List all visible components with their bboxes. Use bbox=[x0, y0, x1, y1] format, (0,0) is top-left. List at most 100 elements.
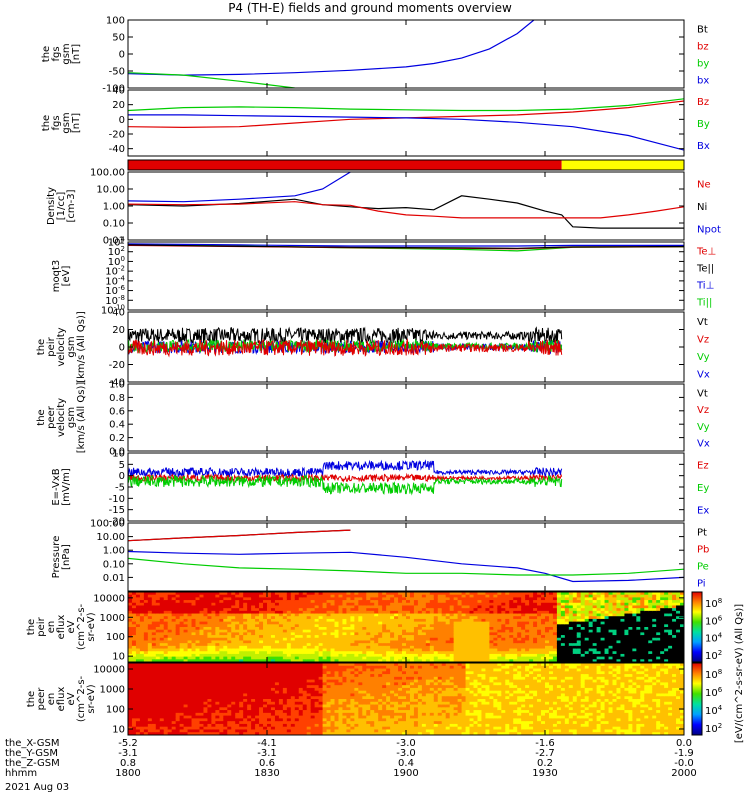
heatmap-cell bbox=[143, 594, 149, 598]
heatmap-cell bbox=[135, 679, 141, 683]
heatmap-cell bbox=[282, 721, 288, 725]
heatmap-cell bbox=[207, 656, 212, 660]
heatmap-cell bbox=[191, 610, 197, 615]
heatmap-cell bbox=[433, 602, 439, 607]
heatmap-cell bbox=[394, 600, 399, 604]
heatmap-cell bbox=[215, 653, 220, 658]
heatmap-cell bbox=[640, 629, 645, 633]
heatmap-cell bbox=[533, 594, 538, 598]
heatmap-cell bbox=[131, 707, 137, 711]
heatmap-cell bbox=[251, 635, 256, 639]
heatmap-cell bbox=[259, 693, 264, 697]
heatmap-cell bbox=[290, 718, 296, 722]
heatmap-cell bbox=[612, 632, 618, 636]
heatmap-cell bbox=[195, 629, 201, 633]
heatmap-cell bbox=[433, 627, 439, 631]
heatmap-cell bbox=[211, 682, 216, 686]
heatmap-cell bbox=[485, 632, 490, 636]
heatmap-cell bbox=[155, 600, 161, 604]
heatmap-cell bbox=[485, 608, 490, 612]
heatmap-cell bbox=[437, 600, 443, 604]
heatmap-cell bbox=[135, 645, 141, 650]
heatmap-cell bbox=[183, 726, 189, 731]
heatmap-cell bbox=[421, 648, 427, 652]
y-axis-label: Density bbox=[46, 187, 57, 225]
heatmap-cell bbox=[171, 671, 177, 675]
heatmap-cell bbox=[139, 693, 145, 697]
heatmap-cell bbox=[171, 613, 177, 617]
heatmap-cell bbox=[378, 597, 383, 601]
heatmap-cell bbox=[608, 656, 614, 660]
heatmap-cell bbox=[203, 704, 209, 708]
heatmap-cell bbox=[481, 629, 487, 633]
heatmap-cell bbox=[278, 710, 284, 714]
heatmap-cell bbox=[624, 653, 629, 658]
heatmap-cell bbox=[564, 605, 570, 609]
heatmap-cell bbox=[143, 600, 149, 604]
series-blue bbox=[128, 550, 684, 583]
heatmap-cell bbox=[644, 594, 649, 598]
heatmap-cell bbox=[556, 627, 562, 631]
heatmap-cell bbox=[263, 732, 268, 735]
heatmap-cell bbox=[219, 592, 224, 596]
heatmap-cell bbox=[541, 610, 546, 615]
heatmap-cell bbox=[429, 635, 435, 639]
heatmap-cell bbox=[227, 732, 232, 735]
heatmap-cell bbox=[636, 632, 641, 636]
legend-vz: Vz bbox=[697, 405, 709, 416]
heatmap-cell bbox=[441, 629, 447, 633]
heatmap-cell bbox=[406, 608, 411, 612]
heatmap-cell bbox=[290, 668, 296, 672]
heatmap-cell bbox=[537, 656, 542, 660]
heatmap-cell bbox=[441, 594, 447, 598]
heatmap-cell bbox=[239, 685, 244, 689]
heatmap-cell bbox=[207, 701, 212, 706]
heatmap-cell bbox=[521, 597, 526, 601]
heatmap-cell bbox=[342, 613, 348, 617]
heatmap-cell bbox=[473, 616, 479, 620]
heatmap-cell bbox=[227, 671, 232, 675]
heatmap-cell bbox=[672, 643, 677, 647]
heatmap-cell bbox=[243, 632, 248, 636]
heatmap-cell bbox=[584, 624, 590, 628]
heatmap-cell bbox=[457, 648, 463, 652]
heatmap-cell bbox=[497, 597, 502, 601]
heatmap-cell bbox=[175, 640, 181, 644]
heatmap-cell bbox=[263, 613, 268, 617]
heatmap-cell bbox=[350, 600, 355, 604]
y-axis-label: [eV] bbox=[61, 266, 72, 287]
heatmap-cell bbox=[441, 618, 447, 623]
heatmap-cell bbox=[390, 618, 395, 623]
heatmap-cell bbox=[263, 624, 268, 628]
heatmap-cell bbox=[386, 597, 391, 601]
heatmap-cell bbox=[191, 685, 197, 689]
heatmap-cell bbox=[541, 613, 546, 617]
heatmap-cell bbox=[231, 637, 236, 642]
heatmap-cell bbox=[374, 637, 379, 642]
heatmap-cell bbox=[588, 648, 594, 652]
heatmap-cell bbox=[596, 608, 602, 612]
heatmap-cell bbox=[648, 648, 653, 652]
heatmap-cell bbox=[429, 640, 435, 644]
heatmap-cell bbox=[552, 605, 558, 609]
heatmap-cell bbox=[267, 663, 272, 667]
heatmap-cell bbox=[195, 610, 201, 615]
heatmap-cell bbox=[326, 592, 332, 596]
heatmap-cell bbox=[259, 671, 264, 675]
heatmap-cell bbox=[584, 643, 590, 647]
heatmap-cell bbox=[386, 605, 391, 609]
heatmap-cell bbox=[247, 732, 252, 735]
heatmap-cell bbox=[167, 671, 173, 675]
heatmap-cell bbox=[660, 653, 665, 658]
heatmap-cell bbox=[406, 597, 411, 601]
heatmap-cell bbox=[501, 618, 506, 623]
heatmap-cell bbox=[584, 618, 590, 623]
heatmap-cell bbox=[251, 597, 256, 601]
y-axis-label: sr-eV) bbox=[86, 612, 97, 641]
heatmap-cell bbox=[128, 597, 133, 601]
heatmap-cell bbox=[334, 653, 340, 658]
heatmap-cell bbox=[537, 643, 542, 647]
heatmap-cell bbox=[457, 637, 463, 642]
heatmap-cell bbox=[568, 648, 574, 652]
heatmap-cell bbox=[215, 645, 220, 650]
